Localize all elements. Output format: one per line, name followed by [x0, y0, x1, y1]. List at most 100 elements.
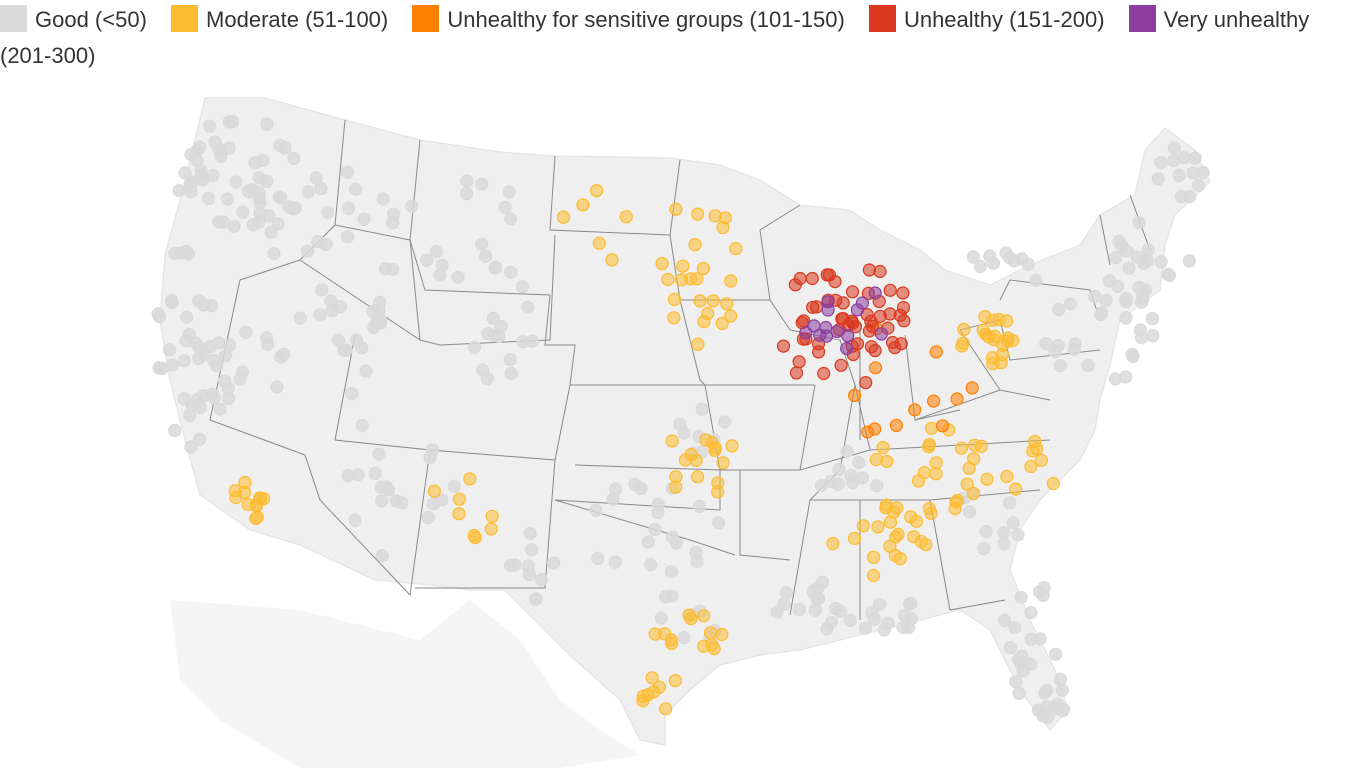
- station-marker-good-50: [213, 402, 227, 416]
- mexico-shape: [170, 600, 640, 768]
- legend-swatch-good: [0, 5, 27, 32]
- station-marker-moderate-48: [967, 452, 981, 466]
- station-marker-good-153: [480, 372, 494, 386]
- station-marker-sensitive-10: [935, 419, 950, 433]
- station-marker-very-unhealthy-10: [819, 329, 834, 343]
- station-marker-good-280: [643, 558, 658, 572]
- station-marker-good-200: [1125, 347, 1139, 361]
- station-marker-moderate-111: [249, 511, 263, 526]
- station-marker-good-297: [651, 505, 665, 520]
- station-marker-good-66: [180, 310, 194, 324]
- station-marker-good-138: [504, 212, 518, 226]
- station-marker-good-174: [368, 466, 382, 480]
- station-marker-moderate-3: [667, 292, 682, 306]
- station-marker-moderate-78: [826, 536, 840, 551]
- station-marker-good-313: [810, 592, 825, 606]
- station-marker-sensitive-9: [908, 403, 922, 417]
- station-marker-good-222: [1182, 254, 1197, 268]
- station-marker-good-177: [372, 447, 386, 461]
- station-marker-good-215: [1053, 359, 1067, 373]
- station-marker-good-139: [420, 253, 434, 267]
- station-marker-moderate-8: [720, 297, 734, 311]
- station-marker-good-335: [979, 524, 993, 539]
- station-marker-good-351: [814, 478, 829, 493]
- station-marker-moderate-41: [988, 329, 1002, 343]
- station-marker-good-121: [301, 185, 315, 199]
- station-marker-good-262: [1048, 647, 1063, 661]
- station-marker-moderate-119: [682, 608, 696, 622]
- station-marker-good-244: [1151, 172, 1165, 186]
- station-marker-good-296: [669, 536, 684, 550]
- station-marker-good-247: [1174, 190, 1189, 204]
- station-marker-good-120: [341, 230, 355, 244]
- station-marker-moderate-99: [665, 434, 679, 448]
- station-marker-good-369: [546, 556, 561, 570]
- station-marker-good-165: [421, 510, 435, 525]
- station-marker-moderate-102: [705, 435, 719, 450]
- station-marker-good-216: [1119, 370, 1133, 384]
- station-marker-good-55: [193, 432, 207, 446]
- station-marker-moderate-77: [889, 530, 903, 544]
- station-marker-moderate-20: [697, 315, 711, 329]
- station-marker-moderate-140: [1034, 453, 1049, 467]
- station-marker-good-123: [271, 217, 285, 231]
- station-marker-sensitive-8: [860, 425, 875, 439]
- station-marker-good-236: [1132, 280, 1146, 295]
- station-marker-sensitive-1: [926, 394, 941, 408]
- station-marker-good-20: [202, 191, 216, 206]
- station-marker-good-39: [222, 115, 236, 129]
- station-marker-moderate-11: [706, 294, 720, 308]
- station-marker-good-227: [1141, 243, 1155, 257]
- station-marker-good-232: [1119, 291, 1133, 305]
- station-marker-moderate-79: [907, 530, 921, 544]
- station-marker-good-182: [315, 283, 329, 297]
- station-marker-good-147: [504, 265, 518, 279]
- station-marker-unhealthy-41: [792, 355, 806, 369]
- state-border-1: [209, 279, 306, 456]
- state-border-8: [304, 334, 431, 597]
- station-marker-moderate-36: [986, 357, 1000, 371]
- station-marker-good-353: [870, 479, 884, 493]
- station-marker-moderate-148: [484, 522, 498, 536]
- station-marker-good-310: [808, 603, 822, 617]
- state-border-16: [704, 384, 816, 471]
- legend-swatch-sensitive: [412, 5, 440, 32]
- station-marker-good-290: [648, 522, 662, 537]
- station-marker-good-348: [832, 462, 846, 477]
- station-marker-moderate-24: [691, 337, 705, 351]
- station-marker-moderate-144: [1008, 482, 1023, 496]
- station-marker-good-37: [260, 117, 274, 131]
- state-border-9: [415, 449, 556, 589]
- station-marker-moderate-73: [866, 550, 881, 565]
- station-marker-good-344: [983, 249, 997, 263]
- station-marker-good-195: [1039, 337, 1053, 351]
- station-marker-good-275: [1057, 702, 1071, 716]
- station-marker-good-151: [503, 353, 517, 367]
- station-marker-sensitive-3: [929, 345, 943, 359]
- station-marker-good-86: [218, 374, 232, 388]
- station-marker-good-135: [460, 174, 474, 188]
- station-marker-moderate-7: [669, 202, 683, 216]
- station-marker-good-352: [840, 444, 854, 458]
- station-marker-unhealthy-54: [848, 320, 863, 334]
- station-marker-good-115: [357, 212, 371, 226]
- station-marker-unhealthy-48: [873, 309, 887, 323]
- station-marker-moderate-38: [995, 348, 1009, 362]
- station-marker-good-307: [770, 605, 784, 619]
- station-marker-good-239: [1167, 141, 1181, 155]
- station-marker-moderate-145: [452, 492, 466, 506]
- station-marker-good-229: [1132, 216, 1146, 230]
- station-marker-unhealthy-50: [836, 312, 850, 326]
- station-marker-good-73: [185, 398, 199, 413]
- station-marker-good-35: [222, 141, 236, 155]
- station-marker-moderate-26: [957, 322, 971, 336]
- station-marker-moderate-117: [715, 627, 729, 642]
- station-marker-moderate-147: [463, 472, 477, 486]
- station-marker-good-237: [1162, 268, 1177, 283]
- station-marker-very-unhealthy-12: [868, 286, 882, 300]
- station-marker-good-207: [1146, 329, 1160, 343]
- station-marker-very-unhealthy-11: [807, 319, 821, 333]
- station-marker-unhealthy-33: [811, 345, 826, 359]
- station-marker-good-113: [246, 218, 260, 232]
- station-marker-unhealthy-52: [805, 271, 819, 286]
